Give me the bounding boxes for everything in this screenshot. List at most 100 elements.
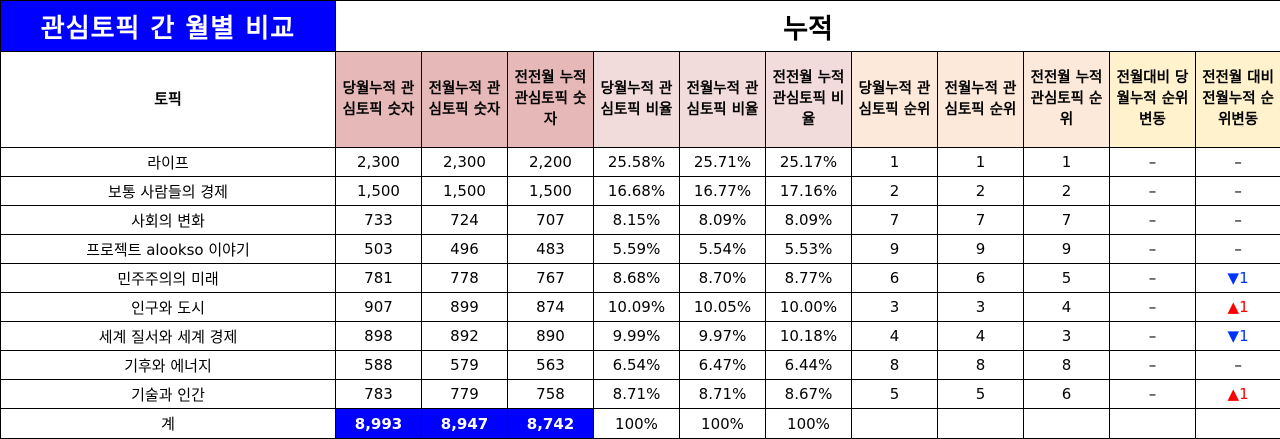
group-header-cumulative: 누적 <box>336 1 1280 52</box>
cell-prev-ratio: 9.97% <box>680 322 766 351</box>
cell-rank-change-prev: – <box>1196 206 1280 235</box>
cell-current-ratio: 5.59% <box>594 235 680 264</box>
cell-current-ratio: 6.54% <box>594 351 680 380</box>
cell-topic-name: 프로젝트 alookso 이야기 <box>1 235 336 264</box>
total-prev2-ratio: 100% <box>766 409 852 439</box>
cell-prev2-ratio: 8.09% <box>766 206 852 235</box>
cell-prev-rank: 7 <box>938 206 1024 235</box>
cell-prev-rank: 5 <box>938 380 1024 409</box>
total-empty-cell <box>1196 409 1280 439</box>
total-empty-cell <box>938 409 1024 439</box>
total-empty-cell <box>1024 409 1110 439</box>
cell-prev2-rank: 6 <box>1024 380 1110 409</box>
cell-current-ratio: 25.58% <box>594 148 680 177</box>
cell-prev-ratio: 25.71% <box>680 148 766 177</box>
cell-rank-change-prev: – <box>1196 177 1280 206</box>
cell-rank-change-current: – <box>1110 148 1196 177</box>
column-header-current-rank: 당월누적 관심토픽 순위 <box>852 52 938 148</box>
cell-prev2-count: 767 <box>508 264 594 293</box>
cell-prev-count: 779 <box>422 380 508 409</box>
cell-rank-change-current: – <box>1110 206 1196 235</box>
cell-prev2-ratio: 10.00% <box>766 293 852 322</box>
cell-prev2-rank: 5 <box>1024 264 1110 293</box>
total-current-count: 8,993 <box>336 409 422 439</box>
cell-prev-ratio: 6.47% <box>680 351 766 380</box>
cell-prev2-ratio: 10.18% <box>766 322 852 351</box>
cell-prev-rank: 6 <box>938 264 1024 293</box>
cell-rank-change-prev: – <box>1196 235 1280 264</box>
cell-rank-change-prev: ▼1 <box>1196 322 1280 351</box>
total-prev-count: 8,947 <box>422 409 508 439</box>
cell-prev-rank: 9 <box>938 235 1024 264</box>
cell-prev2-ratio: 8.77% <box>766 264 852 293</box>
cell-current-rank: 6 <box>852 264 938 293</box>
cell-prev-count: 2,300 <box>422 148 508 177</box>
table-title: 관심토픽 간 월별 비교 <box>1 1 336 52</box>
cell-topic-name: 보통 사람들의 경제 <box>1 177 336 206</box>
cell-topic-name: 세계 질서와 세계 경제 <box>1 322 336 351</box>
cell-rank-change-current: – <box>1110 351 1196 380</box>
cell-current-ratio: 8.71% <box>594 380 680 409</box>
cell-current-rank: 4 <box>852 322 938 351</box>
cell-rank-change-prev: ▲1 <box>1196 293 1280 322</box>
cell-prev2-rank: 2 <box>1024 177 1110 206</box>
cell-prev-ratio: 8.71% <box>680 380 766 409</box>
cell-rank-change-current: – <box>1110 235 1196 264</box>
cell-prev-rank: 1 <box>938 148 1024 177</box>
cell-prev-ratio: 16.77% <box>680 177 766 206</box>
cell-rank-change-current: – <box>1110 177 1196 206</box>
cell-rank-change-prev: ▼1 <box>1196 264 1280 293</box>
cell-current-rank: 3 <box>852 293 938 322</box>
cell-current-ratio: 16.68% <box>594 177 680 206</box>
cell-prev2-rank: 8 <box>1024 351 1110 380</box>
cell-current-count: 503 <box>336 235 422 264</box>
cell-prev2-ratio: 6.44% <box>766 351 852 380</box>
cell-rank-change-prev: – <box>1196 148 1280 177</box>
cell-prev2-rank: 1 <box>1024 148 1110 177</box>
total-empty-cell <box>1110 409 1196 439</box>
cell-current-count: 783 <box>336 380 422 409</box>
total-empty-cell <box>852 409 938 439</box>
column-header-prev-count: 전월누적 관심토픽 숫자 <box>422 52 508 148</box>
cell-rank-change-current: – <box>1110 293 1196 322</box>
cell-rank-change-current: – <box>1110 264 1196 293</box>
cell-prev-rank: 2 <box>938 177 1024 206</box>
cell-prev-rank: 4 <box>938 322 1024 351</box>
cell-current-rank: 9 <box>852 235 938 264</box>
cell-prev2-count: 874 <box>508 293 594 322</box>
cell-prev-ratio: 5.54% <box>680 235 766 264</box>
cell-prev-ratio: 8.70% <box>680 264 766 293</box>
total-current-ratio: 100% <box>594 409 680 439</box>
column-header-prev2-count: 전전월 누적 관심토픽 숫자 <box>508 52 594 148</box>
cell-rank-change-prev: – <box>1196 351 1280 380</box>
cell-rank-change-current: – <box>1110 380 1196 409</box>
column-header-rank-change-current: 전월대비 당월누적 순위변동 <box>1110 52 1196 148</box>
cell-prev-count: 724 <box>422 206 508 235</box>
cell-current-count: 588 <box>336 351 422 380</box>
cell-current-ratio: 8.15% <box>594 206 680 235</box>
cell-topic-name: 민주주의의 미래 <box>1 264 336 293</box>
cell-current-rank: 5 <box>852 380 938 409</box>
column-header-current-ratio: 당월누적 관심토픽 비율 <box>594 52 680 148</box>
cell-prev2-count: 758 <box>508 380 594 409</box>
column-header-row: 토픽 당월누적 관심토픽 숫자 전월누적 관심토픽 숫자 전전월 누적 관심토픽… <box>1 52 1280 148</box>
total-prev2-count: 8,742 <box>508 409 594 439</box>
column-header-prev2-ratio: 전전월 누적 관심토픽 비율 <box>766 52 852 148</box>
column-header-topic: 토픽 <box>1 52 336 148</box>
cell-prev2-count: 1,500 <box>508 177 594 206</box>
cell-current-rank: 2 <box>852 177 938 206</box>
cell-current-rank: 7 <box>852 206 938 235</box>
cell-rank-change-current: – <box>1110 322 1196 351</box>
cell-prev2-count: 2,200 <box>508 148 594 177</box>
cell-prev2-ratio: 17.16% <box>766 177 852 206</box>
total-row: 계 8,993 8,947 8,742 100% 100% 100% <box>1 409 1280 439</box>
cell-prev-count: 1,500 <box>422 177 508 206</box>
cell-prev-count: 579 <box>422 351 508 380</box>
cell-prev2-rank: 3 <box>1024 322 1110 351</box>
